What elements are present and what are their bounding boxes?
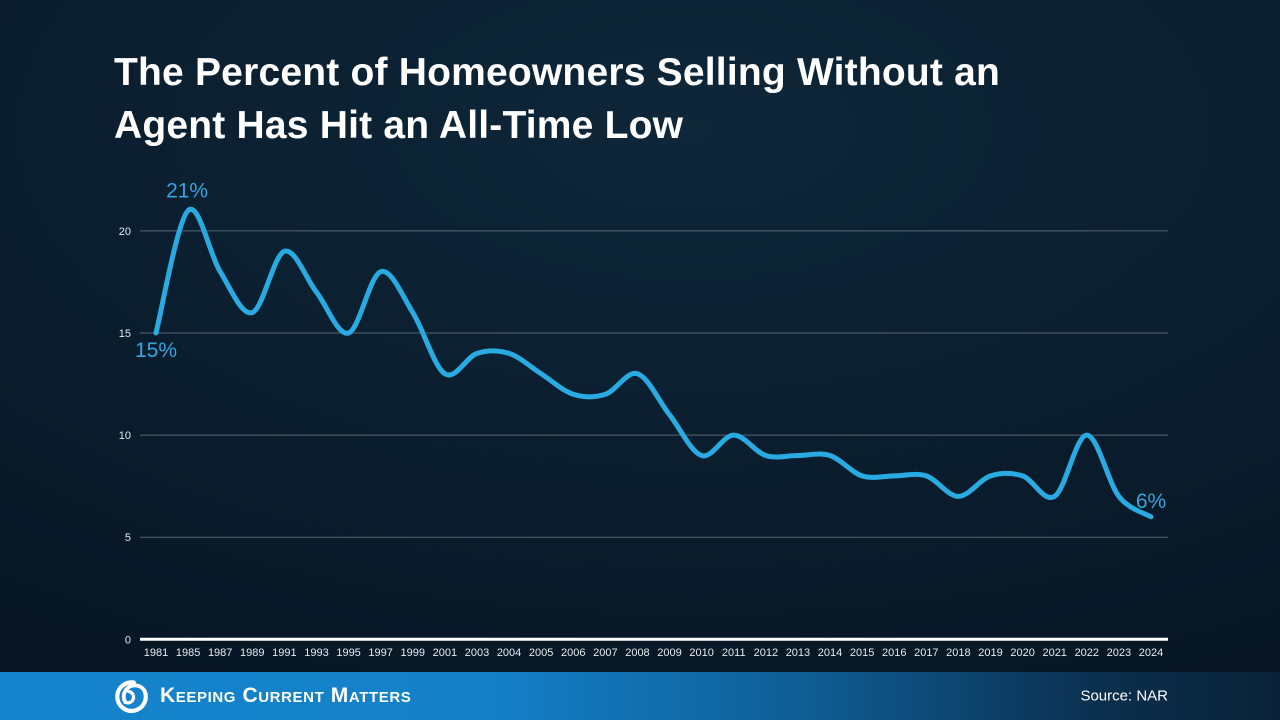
x-tick-label: 1989 [240, 647, 264, 659]
x-tick-label: 1987 [208, 647, 232, 659]
source-attribution: Source: NAR [1080, 687, 1168, 705]
brand-lockup: Keeping Current Matters [112, 677, 411, 715]
chart-title: The Percent of Homeowners Selling Withou… [114, 46, 1174, 152]
data-point-label: 6% [1136, 490, 1166, 513]
x-tick-label: 1985 [176, 647, 200, 659]
x-tick-label: 2022 [1075, 647, 1099, 659]
x-tick-label: 2019 [978, 647, 1002, 659]
data-point-label: 15% [135, 339, 177, 362]
x-tick-label: 2013 [786, 647, 810, 659]
x-tick-label: 2007 [593, 647, 617, 659]
kcm-swirl-logo-icon [115, 680, 148, 713]
x-tick-label: 2003 [465, 647, 489, 659]
y-tick-label: 10 [119, 430, 131, 442]
x-tick-label: 2020 [1010, 647, 1034, 659]
x-tick-label: 2018 [946, 647, 970, 659]
x-tick-label: 2015 [850, 647, 874, 659]
x-tick-label: 2001 [433, 647, 457, 659]
y-tick-label: 5 [125, 532, 131, 544]
x-tick-label: 2009 [657, 647, 681, 659]
x-tick-label: 1999 [401, 647, 425, 659]
x-tick-label: 1993 [304, 647, 328, 659]
data-point-label: 21% [166, 179, 208, 202]
x-tick-label: 1995 [336, 647, 360, 659]
footer-bar: Keeping Current Matters Source: NAR [0, 672, 1280, 720]
x-tick-label: 2024 [1139, 647, 1163, 659]
x-tick-label: 1981 [144, 647, 168, 659]
x-tick-label: 2010 [689, 647, 713, 659]
x-tick-label: 2014 [818, 647, 842, 659]
x-tick-label: 2017 [914, 647, 938, 659]
x-tick-label: 2004 [497, 647, 521, 659]
x-tick-label: 1991 [272, 647, 296, 659]
y-tick-label: 20 [119, 226, 131, 238]
x-tick-label: 2005 [529, 647, 553, 659]
x-tick-label: 2006 [561, 647, 585, 659]
x-tick-label: 1997 [368, 647, 392, 659]
x-tick-label: 2008 [625, 647, 649, 659]
chart-title-line-2: Agent Has Hit an All-Time Low [114, 104, 684, 147]
fsbo-trend-line [153, 206, 1154, 520]
y-tick-label: 0 [125, 634, 131, 646]
y-tick-label: 15 [119, 328, 131, 340]
x-tick-label: 2021 [1042, 647, 1066, 659]
x-tick-label: 2016 [882, 647, 906, 659]
x-tick-label: 2011 [722, 647, 746, 659]
x-tick-label: 2012 [754, 647, 778, 659]
x-tick-label: 2023 [1107, 647, 1131, 659]
chart-title-line-1: The Percent of Homeowners Selling Withou… [114, 51, 1001, 94]
brand-name: Keeping Current Matters [160, 684, 412, 707]
